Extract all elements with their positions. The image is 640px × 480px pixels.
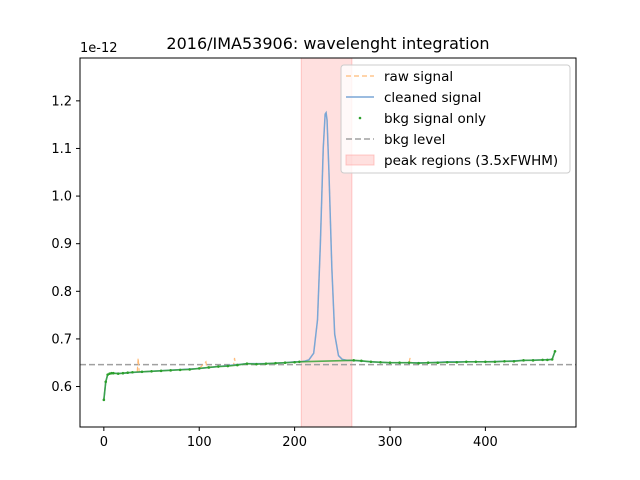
x-tick-label: 200	[282, 435, 307, 450]
legend-label: cleaned signal	[384, 90, 481, 106]
legend-box	[340, 64, 571, 174]
bkg-points-layer	[102, 349, 557, 402]
y-tick-label: 1.1	[51, 142, 72, 157]
y-tick-label: 1.2	[51, 94, 72, 109]
x-axis: 0 100 200 300 400	[100, 427, 498, 450]
legend-swatch-peak-region	[345, 154, 375, 166]
legend-label: bkg level	[384, 132, 445, 148]
chart-title: 2016/IMA53906: wavelenght integration	[166, 34, 489, 53]
bkg-signal-trace	[103, 351, 556, 400]
legend: raw signal cleaned signal bkg signal only b…	[340, 64, 571, 174]
legend-swatch-bkg-points	[358, 116, 362, 120]
y-offset-label: 1e-12	[80, 41, 118, 56]
legend-label: peak regions (3.5xFWHM)	[384, 153, 558, 169]
y-tick-label: 0.6	[51, 380, 72, 395]
x-tick-label: 100	[187, 435, 212, 450]
y-tick-label: 0.8	[51, 285, 72, 300]
x-tick-label: 0	[100, 435, 108, 450]
y-tick-label: 0.9	[51, 237, 72, 252]
y-tick-label: 1.0	[51, 190, 72, 205]
plot-frame	[79, 57, 577, 428]
x-tick-label: 400	[473, 435, 498, 450]
x-tick-label: 300	[378, 435, 403, 450]
y-tick-label: 0.7	[51, 332, 72, 347]
legend-label: bkg signal only	[384, 111, 486, 127]
y-axis: 0.6 0.7 0.8 0.9 1.0 1.1 1.2	[51, 94, 80, 395]
legend-label: raw signal	[384, 69, 453, 85]
